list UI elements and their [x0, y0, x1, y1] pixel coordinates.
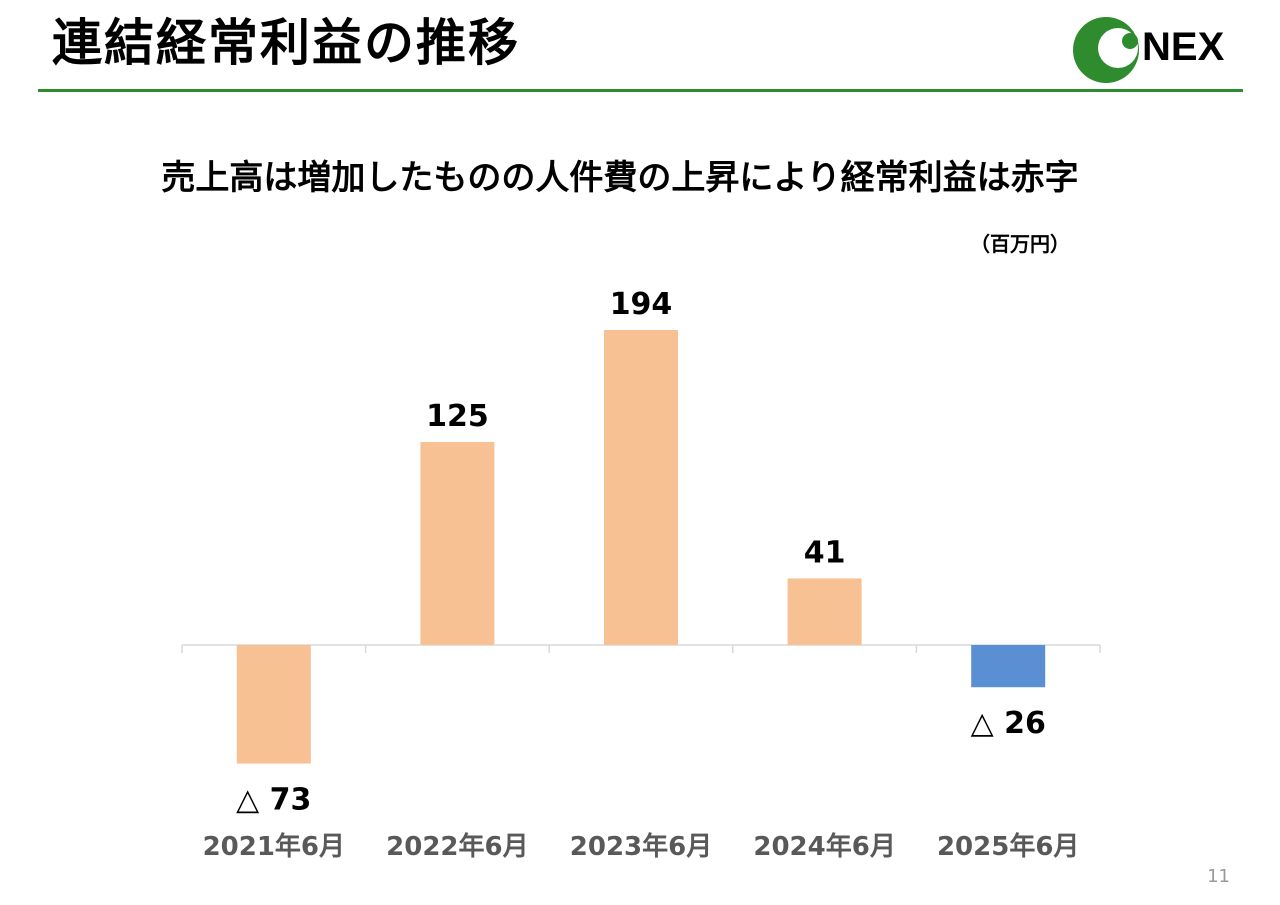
data-label: 194: [610, 287, 673, 322]
bar-2025年6月: [971, 645, 1046, 688]
unit-label: （百万円）: [970, 232, 1070, 256]
onex-logo-icon: NEX: [1073, 17, 1225, 83]
bar-2023年6月: [604, 330, 678, 645]
category-label: 2023年6月: [570, 831, 712, 862]
data-label: △ 73: [236, 783, 311, 818]
category-label: 2025年6月: [937, 831, 1079, 862]
bar-2022年6月: [420, 442, 495, 645]
page-title: 連結経常利益の推移: [52, 14, 520, 72]
company-logo: NEX: [1070, 14, 1240, 84]
chart-headline: 売上高は増加したものの人件費の上昇により経常利益は赤字: [161, 158, 1079, 198]
data-label: △ 26: [971, 706, 1046, 741]
bar-2021年6月: [236, 645, 311, 764]
logo-wordmark: NEX: [1142, 25, 1225, 69]
title-divider: [38, 89, 1243, 92]
category-label: 2024年6月: [753, 831, 895, 862]
data-label: 41: [804, 535, 846, 570]
data-label: 125: [426, 399, 489, 434]
category-label: 2021年6月: [203, 831, 345, 862]
category-label: 2022年6月: [386, 831, 528, 862]
page-number: 11: [1207, 866, 1230, 887]
bar-2024年6月: [787, 578, 862, 645]
